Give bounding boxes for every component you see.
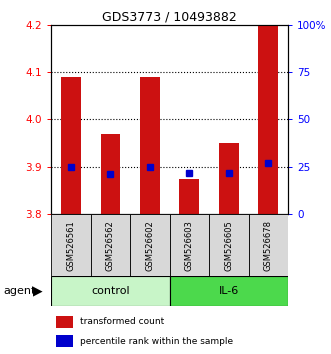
Bar [219,143,239,214]
Bar [140,77,160,214]
Bar [169,214,209,276]
Text: control: control [91,286,130,296]
Text: GSM526678: GSM526678 [264,219,273,271]
Text: GSM526603: GSM526603 [185,220,194,270]
Title: GDS3773 / 10493882: GDS3773 / 10493882 [102,11,237,24]
Text: percentile rank within the sample: percentile rank within the sample [80,337,233,346]
Bar [101,134,120,214]
Bar [56,335,72,347]
Text: GSM526602: GSM526602 [145,220,155,270]
Bar [179,179,199,214]
Bar [130,214,169,276]
Text: IL-6: IL-6 [219,286,239,296]
Bar [51,276,169,306]
Bar [61,77,81,214]
Text: transformed count: transformed count [80,318,164,326]
Text: GSM526605: GSM526605 [224,220,233,270]
Text: agent: agent [3,286,36,296]
Bar [209,214,249,276]
Bar [91,214,130,276]
Text: ▶: ▶ [33,285,43,298]
Bar [259,25,278,214]
Bar [56,316,72,328]
Bar [51,214,91,276]
Bar [249,214,288,276]
Text: GSM526561: GSM526561 [67,220,75,270]
Bar [170,276,288,306]
Text: GSM526562: GSM526562 [106,220,115,270]
